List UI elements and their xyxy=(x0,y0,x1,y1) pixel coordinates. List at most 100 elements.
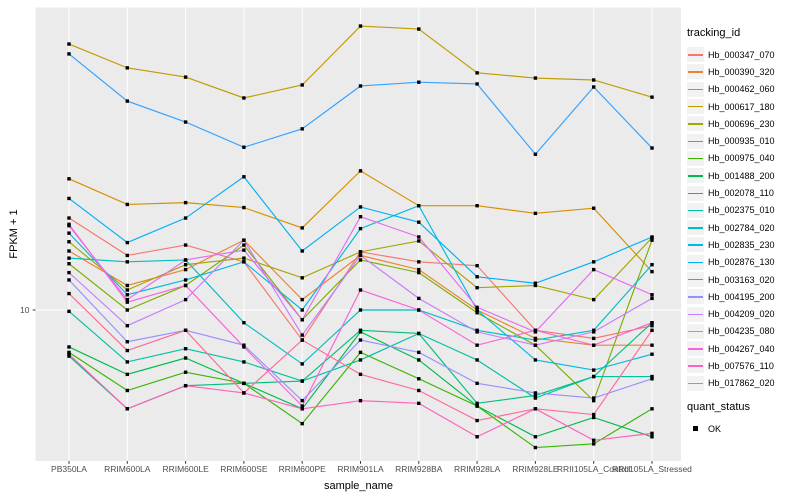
data-point-Hb_004267_040 xyxy=(183,283,188,288)
legend-key-line xyxy=(688,209,703,212)
data-point-Hb_002835_230 xyxy=(417,203,421,208)
data-point-Hb_000935_010 xyxy=(592,398,596,403)
x-tick-label: RRIM600SE xyxy=(220,464,268,474)
legend-item-label: OK xyxy=(708,423,722,434)
legend-key-swatch xyxy=(687,323,704,339)
x-axis-title: sample_name xyxy=(323,480,394,492)
legend-key-swatch xyxy=(687,289,704,305)
data-point-Hb_001488_200 xyxy=(592,415,596,420)
data-point-Hb_002835_230 xyxy=(67,231,71,235)
legend-key-line xyxy=(688,157,703,160)
data-point-Hb_001488_200 xyxy=(475,404,479,408)
data-point-Hb_001488_200 xyxy=(417,358,421,362)
legend-item-label: Hb_002876_130 xyxy=(708,257,775,268)
data-point-Hb_007576_110 xyxy=(417,401,421,406)
legend-key-swatch xyxy=(687,220,704,236)
data-point-Hb_000935_010 xyxy=(417,270,421,275)
data-point-Hb_004235_080 xyxy=(300,318,304,322)
data-point-Hb_007576_110 xyxy=(67,352,71,356)
data-point-Hb_000462_060 xyxy=(592,206,596,210)
data-point-Hb_002876_130 xyxy=(417,220,421,224)
data-point-Hb_002078_110 xyxy=(358,328,363,333)
data-point-Hb_002876_130 xyxy=(650,235,654,239)
data-point-Hb_004235_080 xyxy=(125,297,129,302)
legend-key-line xyxy=(688,192,703,194)
legend-item-Hb_017862_020: Hb_017862_020 xyxy=(687,375,800,392)
legend-item-label: Hb_017862_020 xyxy=(708,378,775,389)
data-point-Hb_003163_020 xyxy=(183,120,188,124)
x-tick-label: PB350LA xyxy=(51,464,87,474)
data-point-Hb_004195_200 xyxy=(358,338,363,342)
data-point-Hb_017862_020 xyxy=(125,348,129,353)
data-point-Hb_004209_020 xyxy=(242,238,246,242)
data-point-Hb_002876_130 xyxy=(592,260,596,264)
data-point-Hb_000347_070 xyxy=(183,243,188,247)
data-point-Hb_002784_020 xyxy=(358,308,363,312)
data-point-Hb_000462_060 xyxy=(242,205,246,210)
data-point-Hb_003163_020 xyxy=(592,85,596,89)
data-point-Hb_000617_180 xyxy=(242,96,246,100)
data-point-Hb_000462_060 xyxy=(125,202,129,207)
legend-key-line xyxy=(688,330,703,333)
data-point-Hb_002835_230 xyxy=(300,308,304,312)
data-point-Hb_002375_010 xyxy=(650,374,654,379)
y-tick-label: 10 xyxy=(20,305,30,315)
legend-item-label: Hb_000975_040 xyxy=(708,153,775,164)
data-point-Hb_004209_020 xyxy=(300,333,304,337)
legend-item-Hb_000935_010: Hb_000935_010 xyxy=(687,132,800,149)
legend-item-Hb_004267_040: Hb_004267_040 xyxy=(687,340,800,357)
data-point-Hb_000462_060 xyxy=(650,269,654,274)
data-point-Hb_007576_110 xyxy=(475,435,479,439)
data-point-Hb_000462_060 xyxy=(358,169,363,173)
data-point-Hb_003163_020 xyxy=(475,82,479,86)
data-point-Hb_002375_010 xyxy=(183,347,188,351)
data-point-Hb_000935_010 xyxy=(242,243,246,247)
data-point-Hb_001488_200 xyxy=(125,372,129,377)
data-point-Hb_000617_180 xyxy=(300,83,304,87)
data-point-Hb_017862_020 xyxy=(417,388,421,393)
data-point-Hb_000617_180 xyxy=(67,42,71,46)
legend-key-line xyxy=(688,140,703,143)
data-point-Hb_017862_020 xyxy=(183,328,188,333)
data-point-Hb_002078_110 xyxy=(475,401,479,406)
legend-item-label: Hb_007576_110 xyxy=(708,360,774,371)
data-point-Hb_003163_020 xyxy=(650,146,654,150)
data-point-Hb_017862_020 xyxy=(358,372,363,377)
data-point-Hb_017862_020 xyxy=(650,328,654,333)
legend-item-label: Hb_000462_060 xyxy=(708,84,775,95)
legend-item-label: Hb_003163_020 xyxy=(708,274,775,285)
y-axis-title: FPKM + 1 xyxy=(8,209,20,259)
legend-key-line xyxy=(688,54,703,56)
data-point-Hb_000696_230 xyxy=(183,263,188,267)
data-point-Hb_004209_020 xyxy=(125,323,129,328)
legend-quant-items: OK xyxy=(687,420,800,437)
x-tick-label: RRII105LA_Control xyxy=(557,464,631,474)
data-point-Hb_002876_130 xyxy=(125,240,129,245)
data-point-Hb_017862_020 xyxy=(475,418,479,423)
data-point-Hb_000696_230 xyxy=(475,286,479,290)
data-point-Hb_000617_180 xyxy=(533,76,538,80)
data-point-Hb_000462_060 xyxy=(475,203,479,208)
x-tick-label: RRII105LA_Stressed xyxy=(612,464,692,474)
data-point-Hb_007576_110 xyxy=(592,438,596,442)
data-point-Hb_004267_040 xyxy=(650,320,654,325)
data-point-Hb_000975_040 xyxy=(358,350,363,355)
data-point-Hb_002375_010 xyxy=(300,379,304,383)
legend-item-label: Hb_002784_020 xyxy=(708,222,775,233)
legend-key-swatch xyxy=(687,202,704,218)
data-point-Hb_004267_040 xyxy=(417,308,421,312)
data-point-Hb_002375_010 xyxy=(475,358,479,362)
legend-key-swatch xyxy=(687,116,704,132)
data-point-Hb_002835_230 xyxy=(533,358,538,362)
data-point-Hb_017862_020 xyxy=(592,412,596,417)
legend-item-Hb_002375_010: Hb_002375_010 xyxy=(687,202,800,219)
data-point-Hb_000975_040 xyxy=(300,421,304,426)
legend-items: Hb_000347_070 Hb_000390_320 Hb_000462_060 H… xyxy=(687,46,800,392)
data-point-Hb_000390_320 xyxy=(67,249,71,253)
data-point-Hb_003163_020 xyxy=(125,99,129,103)
data-point-Hb_004235_080 xyxy=(475,305,479,310)
data-point-Hb_002835_230 xyxy=(358,226,363,231)
data-point-Hb_002375_010 xyxy=(592,374,596,379)
legend-item-label: Hb_002375_010 xyxy=(708,205,775,216)
legend-key-swatch xyxy=(687,64,704,80)
